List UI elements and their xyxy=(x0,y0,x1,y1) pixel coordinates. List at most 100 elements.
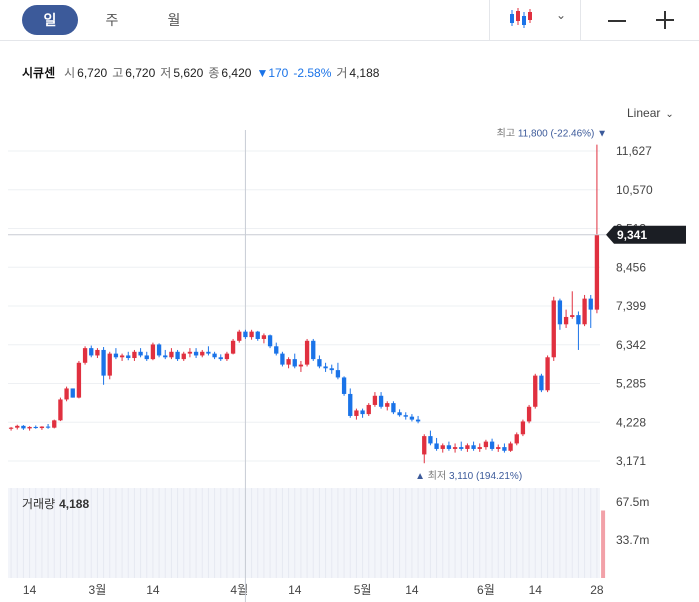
tab-monthly[interactable]: 월 xyxy=(167,12,181,28)
stock-name: 시큐센 xyxy=(22,66,56,80)
chevron-down-icon: ⌄ xyxy=(665,109,674,120)
candle xyxy=(45,426,51,428)
candle xyxy=(33,426,38,429)
candle xyxy=(15,425,20,428)
y-tick-label: 4,228 xyxy=(616,415,646,429)
high-label: 고 xyxy=(112,66,124,80)
y-tick-label: 10,570 xyxy=(616,183,653,197)
candle xyxy=(119,355,125,358)
candle xyxy=(434,443,439,449)
candle xyxy=(459,447,464,449)
y-tick-label: 11,627 xyxy=(616,144,652,158)
candle xyxy=(539,375,544,391)
candle xyxy=(304,340,310,365)
candle xyxy=(588,298,593,310)
candle xyxy=(27,426,32,429)
candle xyxy=(169,351,174,358)
minus-icon xyxy=(608,20,626,22)
candle xyxy=(163,355,168,358)
candle xyxy=(58,399,63,421)
tab-daily[interactable]: 일 xyxy=(22,5,78,35)
candle xyxy=(428,436,433,444)
x-tick-label: 28 xyxy=(590,583,604,597)
candle xyxy=(329,368,334,371)
candle xyxy=(341,377,347,394)
candle xyxy=(52,420,57,428)
y-tick-label: 3,171 xyxy=(616,454,646,468)
candle xyxy=(261,335,267,339)
candle xyxy=(193,351,199,356)
volume-tick-label: 33.7m xyxy=(616,533,649,547)
candle xyxy=(95,349,100,356)
candle xyxy=(144,355,149,360)
candle xyxy=(471,445,476,449)
close-label: 종 xyxy=(208,66,220,80)
candle xyxy=(335,370,341,378)
candle xyxy=(82,348,88,363)
candle xyxy=(132,351,137,359)
candle xyxy=(138,351,143,356)
candle xyxy=(8,427,14,429)
candle xyxy=(508,443,513,451)
candle xyxy=(311,340,316,360)
candle xyxy=(354,410,359,416)
candle xyxy=(594,234,600,310)
candle xyxy=(70,388,75,398)
x-tick-label: 5월 xyxy=(354,583,372,597)
low-value: 5,620 xyxy=(173,66,204,80)
close-value: 6,420 xyxy=(221,66,252,80)
candle xyxy=(483,441,489,448)
scale-selector[interactable]: Linear ⌄ xyxy=(627,106,674,120)
last-price-label: 9,341 xyxy=(617,228,647,242)
zoom-out-button[interactable] xyxy=(598,5,638,35)
chevron-down-icon[interactable]: ⌄ xyxy=(556,8,567,22)
candle xyxy=(348,393,353,416)
volume-label: 거 xyxy=(336,66,348,80)
high-annotation: 최고 11,800 (-22.46%) ▼ xyxy=(497,128,607,140)
x-tick-label: 14 xyxy=(288,583,302,597)
candle xyxy=(533,375,538,407)
candle xyxy=(496,447,501,449)
y-tick-label: 5,285 xyxy=(616,377,646,391)
candle xyxy=(576,315,581,325)
candle xyxy=(107,353,112,376)
candle xyxy=(563,316,569,325)
y-tick-label: 7,399 xyxy=(616,299,646,313)
change-value: ▼170 xyxy=(256,66,289,80)
candle xyxy=(237,331,242,341)
candle xyxy=(255,331,260,339)
x-tick-label: 14 xyxy=(23,583,37,597)
candle xyxy=(385,403,390,407)
candle xyxy=(230,340,236,354)
candle xyxy=(224,353,230,360)
tab-weekly[interactable]: 주 xyxy=(105,12,119,28)
y-tick-label: 6,342 xyxy=(616,338,646,352)
candle xyxy=(440,445,445,449)
volume-panel xyxy=(8,488,600,578)
candle xyxy=(397,412,402,416)
candle xyxy=(181,353,186,360)
zoom-in-button[interactable] xyxy=(646,5,686,35)
candle xyxy=(113,353,119,358)
candle xyxy=(200,351,205,356)
candle xyxy=(477,447,482,449)
x-tick-label: 14 xyxy=(405,583,419,597)
candle xyxy=(514,434,519,444)
candle xyxy=(39,426,45,429)
candle xyxy=(366,404,371,415)
candle xyxy=(502,447,507,451)
last-price-badge xyxy=(606,225,686,244)
candle xyxy=(317,359,322,367)
candlestick-icon xyxy=(510,8,532,28)
candle xyxy=(21,425,26,429)
candle xyxy=(249,331,254,338)
x-tick-label: 6월 xyxy=(477,583,495,597)
candle xyxy=(551,300,556,358)
candle xyxy=(422,436,427,455)
volume-value: 4,188 xyxy=(349,66,380,80)
x-tick-label: 3월 xyxy=(89,583,107,597)
candle xyxy=(391,403,396,413)
candle xyxy=(76,362,82,398)
chart-type-selector[interactable]: ⌄ xyxy=(489,0,581,40)
